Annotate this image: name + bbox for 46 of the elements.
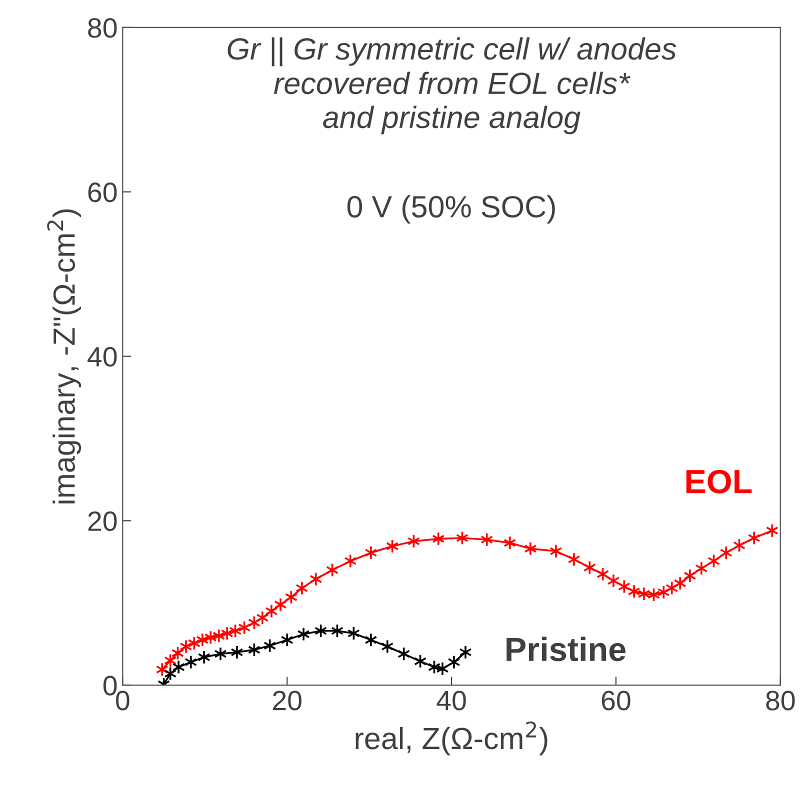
- y-tick-label: 0: [103, 676, 117, 696]
- y-tick-label: 80: [88, 18, 117, 38]
- point: [297, 627, 310, 642]
- point: [310, 572, 322, 586]
- point: [695, 561, 708, 576]
- y-tick-label: 20: [88, 511, 117, 532]
- y-axis-title: imaginary, -Z"(Ω-cm$^{2}$): [47, 209, 82, 504]
- point: [674, 576, 686, 590]
- point: [436, 662, 449, 676]
- point: [296, 580, 308, 596]
- point: [172, 660, 185, 674]
- point: [748, 530, 760, 546]
- x-axis-title: real, Z(Ω-cm$^{2}$): [356, 721, 548, 756]
- x-tick-label: 60: [602, 690, 630, 710]
- point: [628, 584, 640, 599]
- point: [504, 536, 516, 550]
- y-tick-label: 60: [88, 182, 117, 202]
- series-label: EOL: [686, 470, 752, 494]
- y-tick-label: 40: [88, 346, 117, 367]
- point: [583, 560, 596, 575]
- point: [230, 645, 244, 660]
- point: [364, 546, 378, 560]
- x-tick-label: 20: [273, 690, 302, 710]
- text: 0 V (50% SOC): [347, 195, 555, 224]
- series-label: Pristine: [506, 636, 626, 662]
- x-tick-label: 40: [436, 690, 466, 710]
- point: [524, 542, 537, 556]
- point: [480, 532, 494, 547]
- point: [184, 654, 198, 670]
- point: [720, 546, 732, 560]
- point: [684, 568, 696, 583]
- point: [198, 650, 210, 664]
- text: Gr || Gr symmetric cell w/ anodes recovered from EOL cells* and pristine analog: [228, 37, 676, 134]
- point: [274, 597, 287, 612]
- point: [766, 523, 778, 538]
- point: [607, 574, 620, 588]
- point: [550, 544, 562, 558]
- point: [364, 632, 378, 648]
- point: [432, 532, 445, 546]
- point: [214, 646, 227, 662]
- x-tick-label: 0: [116, 690, 130, 710]
- point: [459, 645, 472, 660]
- x-tick-label: 80: [766, 690, 795, 710]
- point: [280, 632, 294, 648]
- point: [568, 552, 580, 567]
- point: [448, 654, 460, 670]
